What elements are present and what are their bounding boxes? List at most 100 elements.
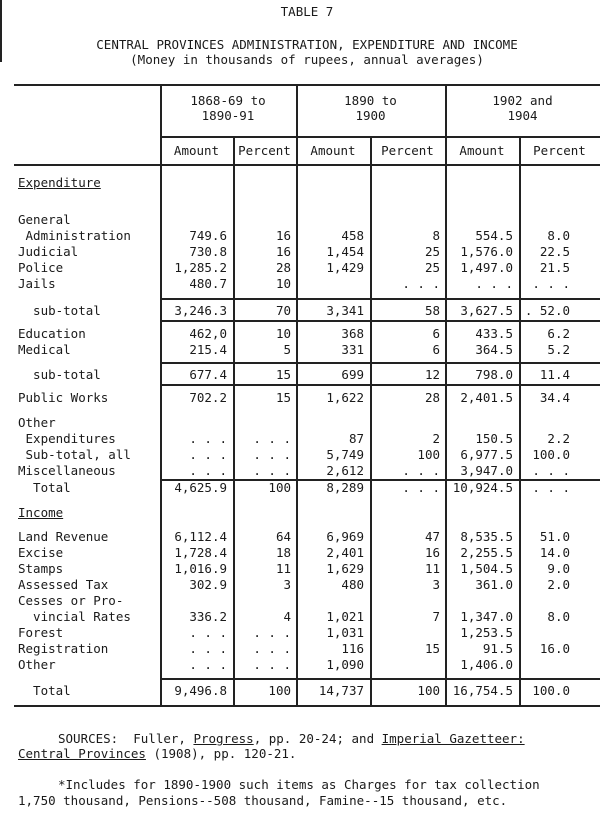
rule-vertical-c <box>445 84 447 706</box>
table-cell: 28 <box>275 260 291 275</box>
table-cell: 1,629 <box>326 561 364 576</box>
rule-header <box>14 164 600 166</box>
table-cell: . . . <box>253 447 291 462</box>
table-cell: 16 <box>275 244 291 259</box>
row-label: Sub-total, all <box>18 447 131 462</box>
rule-top <box>14 84 600 86</box>
table-cell: 2,612 <box>326 463 364 478</box>
table-subheading: (Money in thousands of rupees, annual av… <box>130 52 484 67</box>
table-cell: 2,401.5 <box>460 390 513 405</box>
row-label: Jails <box>18 276 56 291</box>
table-cell: 116 <box>341 641 364 656</box>
section-label: Income <box>18 505 64 520</box>
table-cell: 21.5 <box>539 260 570 275</box>
row-label: Expenditures <box>18 431 116 446</box>
row-label: Forest <box>18 625 64 640</box>
table-cell: 3,341 <box>326 303 364 318</box>
row-label: Public Works <box>18 390 109 405</box>
rule-subtotal-2-bottom <box>160 384 600 386</box>
table-cell: . . . <box>253 431 291 446</box>
table-cell: 15 <box>424 641 440 656</box>
table-cell: . . . <box>532 480 570 495</box>
table-cell: 100.0 <box>532 447 570 462</box>
table-cell: 15 <box>275 390 291 405</box>
table-cell: . . . <box>253 463 291 478</box>
table-cell: 361.0 <box>475 577 513 592</box>
table-cell: . . . <box>189 657 227 672</box>
table-cell: 11 <box>275 561 291 576</box>
table-cell: 8.0 <box>547 609 570 624</box>
table-cell: 554.5 <box>475 228 513 243</box>
table-cell: 12 <box>424 367 440 382</box>
table-cell: 364.5 <box>475 342 513 357</box>
row-label: vincial Rates <box>18 609 131 624</box>
table-cell: 1,090 <box>326 657 364 672</box>
table-cell: 480.7 <box>189 276 227 291</box>
table-cell: 9.0 <box>547 561 570 576</box>
table-cell: 11.4 <box>539 367 570 382</box>
rule-vertical-sub-b <box>370 136 372 706</box>
rule-period <box>160 136 600 138</box>
table-cell: 3 <box>432 577 440 592</box>
table-cell: 3 <box>283 577 291 592</box>
table-cell: . . . <box>475 276 513 291</box>
table-cell: 3,246.3 <box>174 303 227 318</box>
table-cell: 458 <box>341 228 364 243</box>
table-cell: . . . <box>532 276 570 291</box>
table-cell: 16 <box>424 545 440 560</box>
table-cell: . . . <box>253 641 291 656</box>
table-cell: 6.2 <box>547 326 570 341</box>
column-header: Amount <box>173 143 220 158</box>
table-cell: 1,406.0 <box>460 657 513 672</box>
table-cell: 1,021 <box>326 609 364 624</box>
table-cell: 215.4 <box>189 342 227 357</box>
table-cell: 25 <box>424 244 440 259</box>
table-cell: 2 <box>432 431 440 446</box>
table-cell: 749.6 <box>189 228 227 243</box>
table-cell: 11 <box>424 561 440 576</box>
table-cell: 1,622 <box>326 390 364 405</box>
table-cell: 1,016.9 <box>174 561 227 576</box>
table-cell: 480 <box>341 577 364 592</box>
table-cell: 6,112.4 <box>174 529 227 544</box>
table-cell: 1,285.2 <box>174 260 227 275</box>
table-cell: 368 <box>341 326 364 341</box>
row-label: Medical <box>18 342 71 357</box>
rule-subtotal-2 <box>160 362 600 364</box>
table-cell: 100 <box>268 683 291 698</box>
table-cell: 1,347.0 <box>460 609 513 624</box>
table-cell: 1,429 <box>326 260 364 275</box>
row-label: Other <box>18 657 56 672</box>
table-cell: 6 <box>432 342 440 357</box>
footnote-line-2: 1,750 thousand, Pensions--508 thousand, … <box>18 793 508 808</box>
table-cell: 14.0 <box>539 545 570 560</box>
column-header: Amount <box>459 143 505 158</box>
rule-bottom <box>14 705 600 707</box>
row-label: Assessed Tax <box>18 577 109 592</box>
rule-subtotal-1 <box>160 298 600 300</box>
rule-vertical-sub-c <box>519 136 521 706</box>
table-cell: . . . <box>189 431 227 446</box>
column-header: Percent <box>381 143 434 158</box>
table-cell: 47 <box>424 529 440 544</box>
column-header: Percent <box>533 143 586 158</box>
table-cell: 331 <box>341 342 364 357</box>
table-cell: 433.5 <box>475 326 513 341</box>
table-cell: 677.4 <box>189 367 227 382</box>
table-cell: . . . <box>532 463 570 478</box>
table-cell: 100 <box>417 683 440 698</box>
table-cell: 702.2 <box>189 390 227 405</box>
table-cell: 14,737 <box>318 683 364 698</box>
rule-vertical-sub-a <box>233 136 235 706</box>
table-cell: 22.5 <box>539 244 570 259</box>
table-cell: 18 <box>275 545 291 560</box>
table-cell: 70 <box>275 303 291 318</box>
row-label: Stamps <box>18 561 64 576</box>
table-cell: 1,504.5 <box>460 561 513 576</box>
table-cell: 9,496.8 <box>174 683 227 698</box>
table-cell: 16.0 <box>539 641 570 656</box>
rule-total-income <box>160 678 600 680</box>
sources-note: SOURCES: Fuller, Progress, pp. 20-24; an… <box>58 731 525 746</box>
table-cell: 8 <box>432 228 440 243</box>
table-cell: 1,497.0 <box>460 260 513 275</box>
